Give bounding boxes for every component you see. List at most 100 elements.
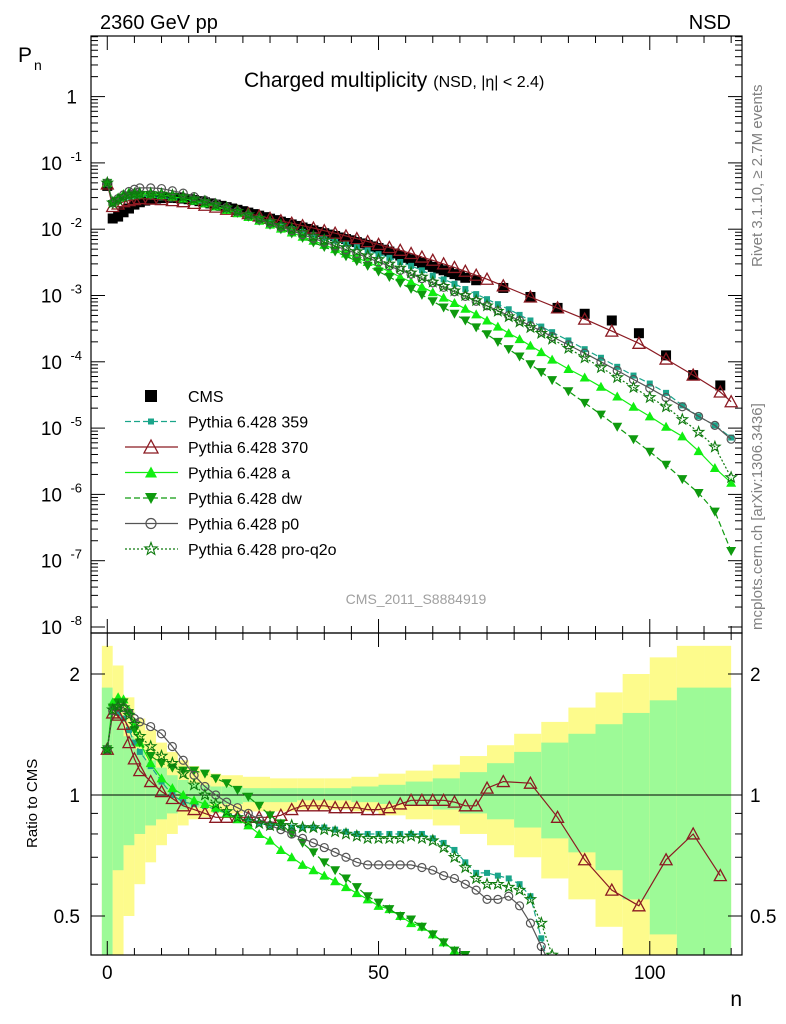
- data-point: [471, 309, 482, 319]
- ratio-point: [297, 833, 308, 843]
- data-point: [577, 350, 592, 364]
- legend-item: CMS: [145, 389, 224, 406]
- ratio-point: [352, 857, 362, 867]
- y-tick-label: 10 -1: [41, 149, 82, 175]
- ratio-series-pythia-6-428-pro-q2o: [100, 699, 559, 955]
- data-point: [514, 352, 525, 362]
- ratio-point: [393, 796, 408, 810]
- data-point: [458, 288, 473, 302]
- data-point: [534, 326, 549, 340]
- ratio-point: [604, 882, 619, 896]
- inner-band-bin: [541, 742, 569, 839]
- data-point: [133, 186, 147, 200]
- data-point: [295, 225, 310, 239]
- ratio-point: [143, 739, 158, 753]
- ratio-point: [460, 879, 470, 889]
- data-point: [373, 257, 384, 267]
- ratio-point: [178, 755, 188, 765]
- inner-band-bin: [595, 724, 623, 871]
- ratio-point: [306, 798, 321, 812]
- ratio-point: [469, 871, 483, 885]
- data-point: [658, 351, 674, 365]
- data-point: [503, 328, 514, 338]
- ratio-point: [482, 894, 492, 904]
- ratio-point: [429, 835, 436, 842]
- ratio-point: [156, 773, 167, 783]
- data-point: [505, 306, 512, 313]
- ratio-point: [210, 774, 221, 784]
- ratio-point: [232, 785, 243, 795]
- ratio-point: [479, 780, 495, 794]
- ratio-point: [514, 901, 525, 911]
- ratio-point: [340, 874, 351, 884]
- ratio-y-tick-label-right: 2: [750, 665, 761, 686]
- ratio-point: [549, 975, 555, 981]
- data-point: [633, 328, 644, 339]
- ratio-point: [436, 840, 451, 854]
- data-point: [596, 357, 606, 367]
- data-point: [612, 365, 622, 376]
- ratio-point: [512, 882, 527, 896]
- ratio-point: [176, 798, 191, 812]
- x-tick-label: 0: [102, 963, 113, 984]
- ratio-point: [308, 865, 319, 875]
- data-point: [498, 282, 509, 293]
- data-point: [395, 272, 406, 282]
- data-point: [644, 447, 655, 457]
- data-point: [393, 260, 408, 274]
- data-point: [176, 189, 191, 203]
- data-point: [606, 315, 617, 326]
- ratio-point: [415, 831, 429, 845]
- data-point: [351, 237, 362, 248]
- data-point: [458, 263, 473, 277]
- data-point: [406, 276, 417, 286]
- inner-band-bin: [101, 687, 113, 955]
- data-point: [438, 265, 449, 276]
- ratio-point: [330, 847, 340, 857]
- ratio-point: [286, 852, 297, 862]
- ratio-point: [416, 922, 427, 932]
- ratio-point: [189, 795, 200, 805]
- ratio-point: [221, 779, 232, 789]
- ratio-point: [439, 871, 449, 881]
- ratio-point: [132, 763, 147, 777]
- ratio-point: [404, 828, 418, 842]
- ratio-point: [438, 938, 449, 948]
- data-point: [563, 363, 574, 373]
- inner-band-bin: [487, 763, 515, 820]
- data-point: [208, 197, 223, 211]
- data-point: [724, 470, 738, 484]
- data-point: [151, 193, 162, 204]
- ratio-point: [208, 809, 223, 823]
- ratio-point: [363, 860, 373, 870]
- data-point: [726, 477, 737, 487]
- data-point: [330, 230, 341, 241]
- data-point: [287, 226, 297, 236]
- ratio-point: [471, 968, 481, 977]
- ratio-point: [545, 947, 559, 955]
- ratio-point: [146, 721, 156, 732]
- legend: CMS Pythia 6.428 359 Pythia 6.428 370 Pythi…: [125, 389, 337, 559]
- ratio-point: [351, 888, 362, 898]
- ratio-point: [245, 816, 252, 823]
- ratio-point: [199, 798, 210, 808]
- ratio-point: [449, 873, 460, 884]
- data-point: [123, 203, 134, 214]
- data-point: [628, 401, 639, 411]
- ratio-point: [447, 850, 462, 864]
- legend-item: Pythia 6.428 359: [125, 415, 308, 432]
- data-point: [525, 340, 536, 350]
- data-point: [111, 192, 125, 206]
- data-point: [340, 252, 351, 262]
- data-point: [547, 376, 558, 386]
- data-point: [512, 314, 527, 328]
- data-point: [469, 267, 484, 281]
- ratio-point: [342, 828, 349, 835]
- ratio-point: [122, 707, 136, 721]
- ratio-point: [425, 833, 440, 847]
- legend-label: Pythia 6.428 a: [188, 466, 290, 483]
- data-point: [105, 195, 120, 209]
- ratio-point: [143, 774, 158, 788]
- data-point: [113, 211, 124, 222]
- ratio-point: [127, 751, 142, 765]
